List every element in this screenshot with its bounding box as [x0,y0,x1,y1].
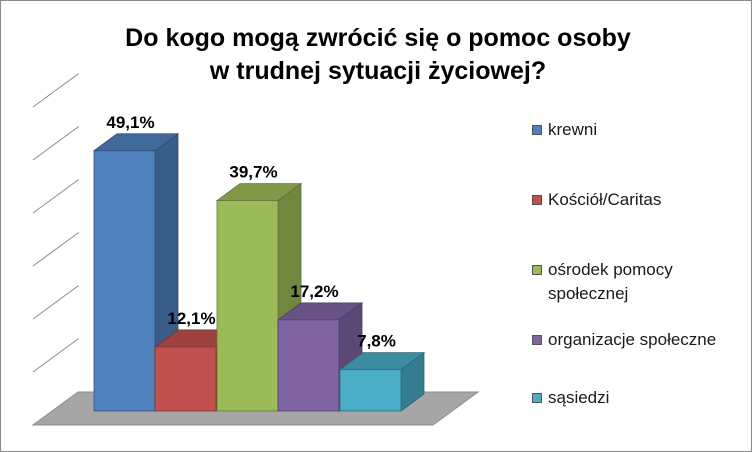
gridline-side [32,179,79,214]
bar-2 [216,200,279,412]
legend-swatch [532,335,542,345]
gridline-side [32,338,79,373]
bar-1 [154,346,217,412]
legend-item: ośrodek pomocy społecznej [532,258,673,306]
gridline-side [32,285,79,320]
legend-swatch [532,265,542,275]
bar-4 [339,369,402,412]
legend-item: Kościół/Caritas [532,188,661,212]
data-label-2: 39,7% [229,163,277,182]
bar-0 [93,150,156,412]
data-label-0: 49,1% [106,113,154,132]
legend-label: organizacje społeczne [548,330,717,349]
gridline-side [32,126,79,161]
legend-swatch [532,393,542,403]
legend-label: Kościół/Caritas [548,190,662,209]
legend-label: krewni [548,120,598,139]
legend-swatch [532,125,542,135]
legend-item: organizacje społeczne [532,328,716,352]
gridline-side [32,73,79,108]
data-label-3: 17,2% [290,282,338,301]
bar-3 [277,319,340,412]
legend-swatch [532,195,542,205]
legend-label: ośrodek pomocy [548,260,673,279]
legend-label: społecznej [548,284,629,303]
chart-title-line-2: w trudnej sytuacji życiowej? [209,57,547,85]
chart-title-line-1: Do kogo mogą zwrócić się o pomoc osoby [125,24,631,52]
legend-label: sąsiedzi [548,388,610,407]
gridline-side [32,232,79,267]
data-label-4: 7,8% [357,332,396,351]
chart-title: Do kogo mogą zwrócić się o pomoc osoby w… [0,22,752,88]
legend-item: krewni [532,118,597,142]
legend-item: sąsiedzi [532,386,609,410]
data-label-1: 12,1% [167,309,215,328]
